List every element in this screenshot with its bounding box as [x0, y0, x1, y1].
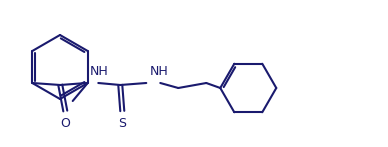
- Text: NH: NH: [149, 65, 168, 78]
- Text: O: O: [61, 117, 70, 130]
- Text: NH: NH: [89, 65, 108, 78]
- Text: S: S: [118, 117, 126, 130]
